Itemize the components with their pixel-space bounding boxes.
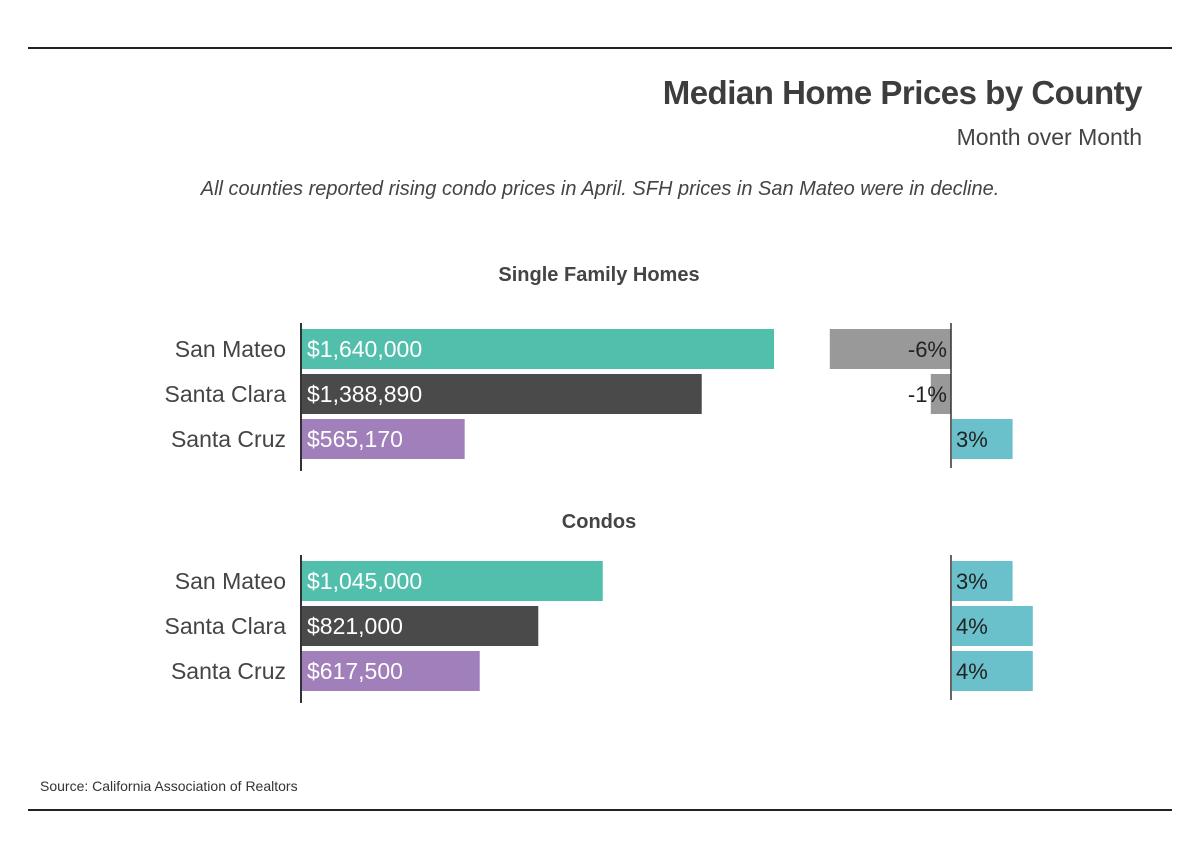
chart-subtitle: Month over Month — [956, 124, 1142, 150]
change-bar-condos-santa-cruz — [952, 651, 1033, 691]
change-bar-single-family-homes-santa-clara — [930, 374, 951, 414]
change-label-single-family-homes-san-mateo: -6% — [908, 337, 947, 362]
category-label-single-family-homes-santa-clara: Santa Clara — [165, 381, 287, 407]
chart-annotation: All counties reported rising condo price… — [200, 178, 1000, 200]
price-label-single-family-homes-santa-clara: $1,388,890 — [307, 381, 422, 407]
category-label-condos-santa-cruz: Santa Cruz — [171, 658, 286, 684]
price-bar-condos-san-mateo — [302, 561, 603, 601]
price-bar-single-family-homes-san-mateo — [302, 329, 774, 369]
change-label-condos-santa-clara: 4% — [956, 614, 988, 639]
category-label-condos-santa-clara: Santa Clara — [165, 613, 287, 639]
change-bar-condos-santa-clara — [952, 606, 1033, 646]
top-rule — [28, 47, 1172, 49]
change-bar-condos-san-mateo — [952, 561, 1013, 601]
price-bar-single-family-homes-santa-cruz — [302, 419, 465, 459]
panel-title-single-family-homes: Single Family Homes — [498, 264, 699, 286]
panel-title-condos: Condos — [562, 511, 636, 533]
price-label-condos-santa-clara: $821,000 — [307, 613, 403, 639]
price-bar-single-family-homes-santa-clara — [302, 374, 702, 414]
price-label-condos-santa-cruz: $617,500 — [307, 658, 403, 684]
category-label-condos-san-mateo: San Mateo — [175, 568, 286, 594]
change-label-condos-san-mateo: 3% — [956, 569, 988, 594]
change-label-single-family-homes-santa-cruz: 3% — [956, 427, 988, 452]
bottom-rule — [28, 809, 1172, 811]
change-label-condos-santa-cruz: 4% — [956, 659, 988, 684]
chart-title: Median Home Prices by County — [662, 74, 1143, 111]
price-label-single-family-homes-santa-cruz: $565,170 — [307, 426, 403, 452]
source-note: Source: California Association of Realto… — [40, 778, 298, 794]
price-label-condos-san-mateo: $1,045,000 — [307, 568, 422, 594]
price-bar-condos-santa-cruz — [302, 651, 480, 691]
category-label-single-family-homes-santa-cruz: Santa Cruz — [171, 426, 286, 452]
change-bar-single-family-homes-santa-cruz — [952, 419, 1013, 459]
change-label-single-family-homes-santa-clara: -1% — [908, 382, 947, 407]
price-label-single-family-homes-san-mateo: $1,640,000 — [307, 336, 422, 362]
change-bar-single-family-homes-san-mateo — [829, 329, 951, 369]
price-bar-condos-santa-clara — [302, 606, 539, 646]
category-label-single-family-homes-san-mateo: San Mateo — [175, 336, 286, 362]
